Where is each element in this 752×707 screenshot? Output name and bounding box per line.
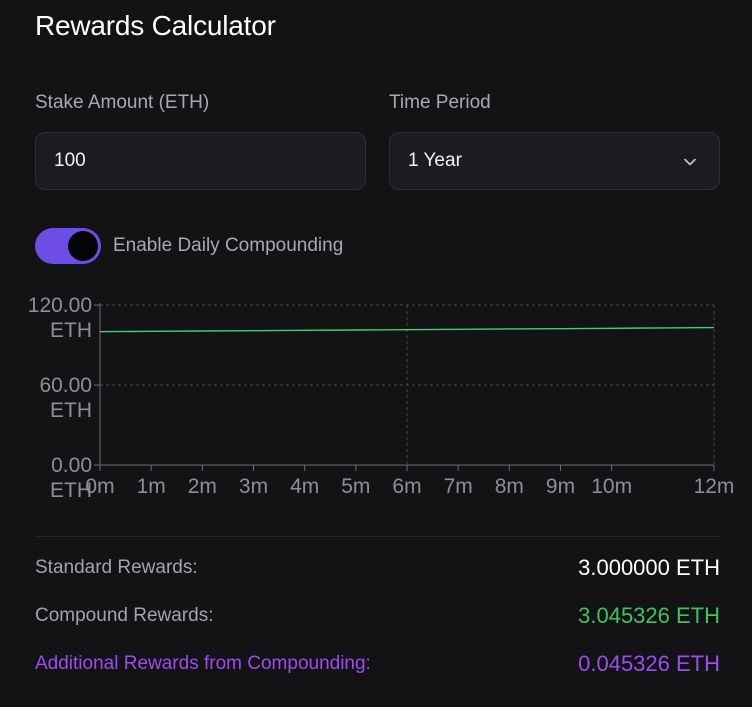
y-tick-unit: ETH [50, 319, 92, 342]
x-tick-label: 6m [392, 475, 421, 498]
x-tick-label: 1m [137, 475, 166, 498]
stake-amount-label: Stake Amount (ETH) [35, 92, 210, 113]
compound-rewards-line [99, 326, 715, 333]
divider [35, 536, 720, 537]
time-period-select[interactable]: 1 Year [389, 132, 720, 190]
x-tick-label: 2m [188, 475, 217, 498]
y-tick-label: 120.00 [28, 294, 92, 317]
stake-amount-input[interactable]: 100 [35, 132, 366, 190]
additional-rewards-value: 0.045326 ETH [578, 651, 720, 676]
x-tick-label: 5m [341, 475, 370, 498]
compound-rewards-value: 3.045326 ETH [578, 603, 720, 628]
x-tick-label: 4m [290, 475, 319, 498]
x-tick-label: 8m [495, 475, 524, 498]
standard-rewards-label: Standard Rewards: [35, 557, 198, 578]
y-tick-label: 0.00 [51, 454, 92, 477]
standard-rewards-value: 3.000000 ETH [578, 555, 720, 580]
daily-compounding-toggle[interactable] [35, 228, 101, 264]
y-tick-label: 60.00 [39, 374, 92, 397]
x-tick-label: 12m [694, 475, 735, 498]
time-period-value: 1 Year [408, 150, 462, 171]
x-tick-label: 10m [591, 475, 632, 498]
x-tick-label: 9m [546, 475, 575, 498]
y-tick-unit: ETH [50, 479, 92, 500]
additional-rewards-label: Additional Rewards from Compounding: [35, 653, 371, 674]
compound-rewards-label: Compound Rewards: [35, 605, 214, 626]
x-tick-label: 3m [239, 475, 268, 498]
chevron-down-icon [684, 158, 696, 166]
page-title: Rewards Calculator [35, 10, 276, 41]
x-tick-label: 0m [85, 475, 114, 498]
x-tick-label: 7m [444, 475, 473, 498]
toggle-knob [68, 231, 98, 261]
time-period-label: Time Period [389, 92, 491, 113]
stake-amount-value: 100 [54, 150, 86, 171]
y-tick-unit: ETH [50, 399, 92, 422]
daily-compounding-label: Enable Daily Compounding [113, 235, 344, 256]
